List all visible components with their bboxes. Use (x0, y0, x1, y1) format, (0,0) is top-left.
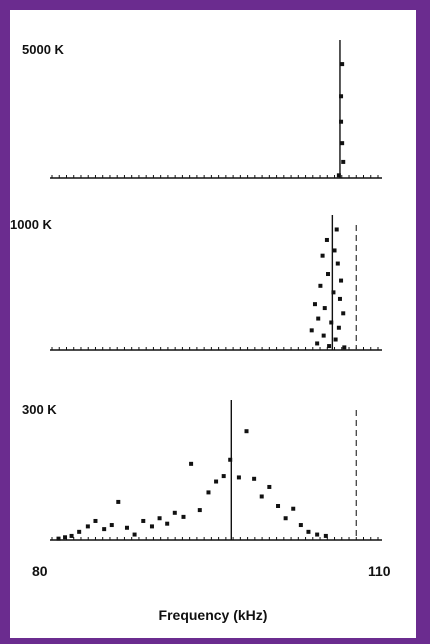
data-point (197, 508, 202, 513)
data-point (157, 516, 162, 521)
data-point (322, 306, 327, 311)
data-point (329, 320, 334, 325)
data-point (181, 514, 186, 519)
data-point (339, 278, 344, 283)
x-axis-title: Frequency (kHz) (159, 607, 268, 623)
data-point (320, 253, 325, 258)
x-tick-label-min: 80 (32, 563, 48, 579)
data-point (124, 525, 129, 530)
data-point (252, 476, 257, 481)
data-point (141, 518, 146, 523)
data-point (316, 316, 321, 321)
data-point (109, 523, 114, 528)
data-point (306, 529, 311, 534)
data-point (85, 524, 90, 529)
x-tick-label-max: 110 (368, 563, 391, 579)
panel-label: 5000 K (22, 42, 65, 57)
data-point (342, 345, 347, 350)
data-point (327, 344, 332, 349)
data-point (315, 341, 320, 346)
data-point (267, 484, 272, 489)
data-point (172, 510, 177, 515)
data-point (331, 290, 336, 295)
data-point (259, 494, 264, 499)
panel-label: 300 K (22, 402, 57, 417)
data-point (189, 461, 194, 466)
data-point (336, 325, 341, 330)
figure-panel: 5000 K 1000 K 300 K 80 110 Frequency (kHz) (10, 10, 416, 638)
data-point (318, 283, 323, 288)
data-point (206, 490, 211, 495)
data-point (336, 173, 341, 178)
data-point (326, 272, 331, 277)
data-point (149, 524, 154, 529)
data-point (102, 527, 107, 532)
data-point (228, 457, 233, 462)
data-point (323, 533, 328, 538)
data-point (56, 536, 61, 541)
data-point (77, 529, 82, 534)
data-point (341, 159, 346, 164)
data-point (339, 94, 344, 99)
data-point (321, 333, 326, 338)
data-point (69, 533, 74, 538)
data-point (333, 337, 338, 342)
data-point (309, 328, 314, 333)
data-point (339, 119, 344, 124)
data-point (63, 535, 68, 540)
data-point (116, 499, 121, 504)
spectra-chart: 5000 K 1000 K 300 K 80 110 Frequency (kHz) (10, 40, 391, 623)
data-point (340, 141, 345, 146)
data-point (340, 62, 345, 67)
data-point (93, 518, 98, 523)
data-point (298, 523, 303, 528)
data-point (324, 237, 329, 242)
panel-label: 1000 K (10, 217, 53, 232)
data-point (132, 532, 137, 537)
data-point (244, 429, 249, 434)
data-point (334, 227, 339, 232)
data-point (312, 302, 317, 307)
data-point (214, 479, 219, 484)
data-point (221, 474, 226, 479)
data-point (283, 516, 288, 521)
data-point (291, 506, 296, 511)
data-point (341, 311, 346, 316)
data-point (332, 248, 337, 253)
data-point (236, 475, 241, 480)
data-point (276, 504, 281, 508)
data-point (315, 532, 320, 537)
data-point (337, 296, 342, 301)
data-point (335, 261, 340, 266)
data-point (165, 521, 170, 526)
